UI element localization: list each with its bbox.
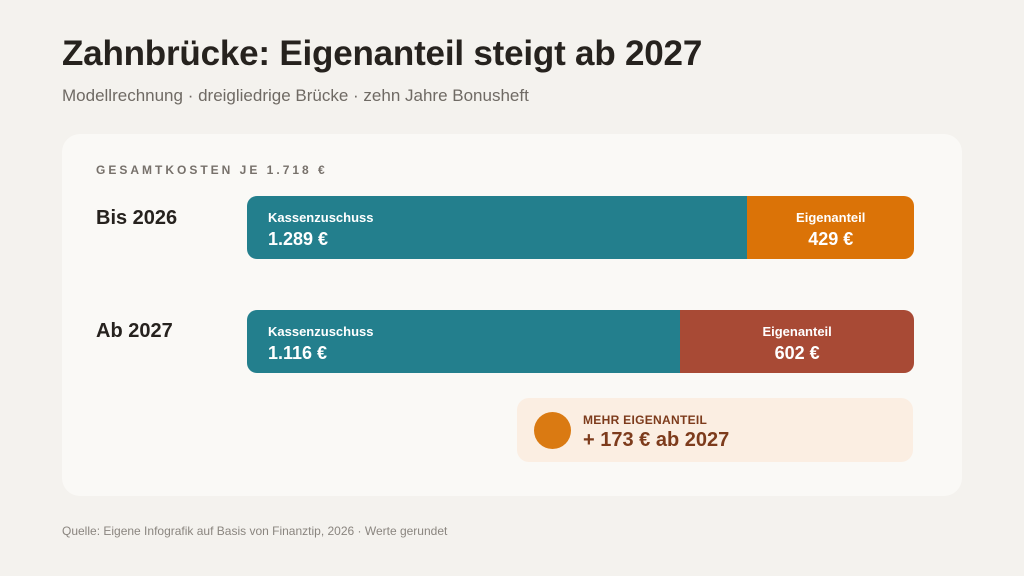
- category-label-2027: Ab 2027: [96, 320, 173, 342]
- bar-2027: Kassenzuschuss 1.116 € Eigenanteil 602 €: [247, 310, 914, 373]
- source-note: Quelle: Eigene Infografik auf Basis von …: [62, 524, 448, 538]
- segment-eigenanteil-2027: Eigenanteil 602 €: [680, 310, 914, 373]
- segment-value: 1.289 €: [268, 229, 329, 249]
- page-subtitle: Modellrechnung · dreigliedrige Brücke · …: [62, 86, 529, 105]
- callout-dot-icon: [534, 412, 571, 449]
- segment-eigenanteil-2026: Eigenanteil 429 €: [747, 196, 914, 259]
- chart-card: GESAMTKOSTEN JE 1.718 € Bis 2026 Kassenz…: [62, 134, 962, 496]
- segment-label: Kassenzuschuss: [268, 210, 374, 225]
- segment-value: 1.116 €: [268, 343, 328, 363]
- segment-value: 429 €: [808, 229, 854, 249]
- callout-value: + 173 € ab 2027: [583, 429, 730, 451]
- segment-kassenzuschuss-2026: Kassenzuschuss 1.289 €: [247, 196, 748, 259]
- difference-callout: MEHR EIGENANTEIL + 173 € ab 2027: [517, 398, 913, 462]
- segment-value: 602 €: [774, 343, 820, 363]
- bar-2026: Kassenzuschuss 1.289 € Eigenanteil 429 €: [247, 196, 914, 259]
- section-label: GESAMTKOSTEN JE 1.718 €: [96, 163, 328, 177]
- callout-label: MEHR EIGENANTEIL: [583, 413, 708, 427]
- page-title: Zahnbrücke: Eigenanteil steigt ab 2027: [62, 34, 703, 73]
- segment-label: Eigenanteil: [762, 324, 832, 339]
- segment-kassenzuschuss-2027: Kassenzuschuss 1.116 €: [247, 310, 681, 373]
- category-label-2026: Bis 2026: [96, 207, 178, 229]
- segment-label: Eigenanteil: [796, 210, 866, 225]
- segment-label: Kassenzuschuss: [268, 324, 374, 339]
